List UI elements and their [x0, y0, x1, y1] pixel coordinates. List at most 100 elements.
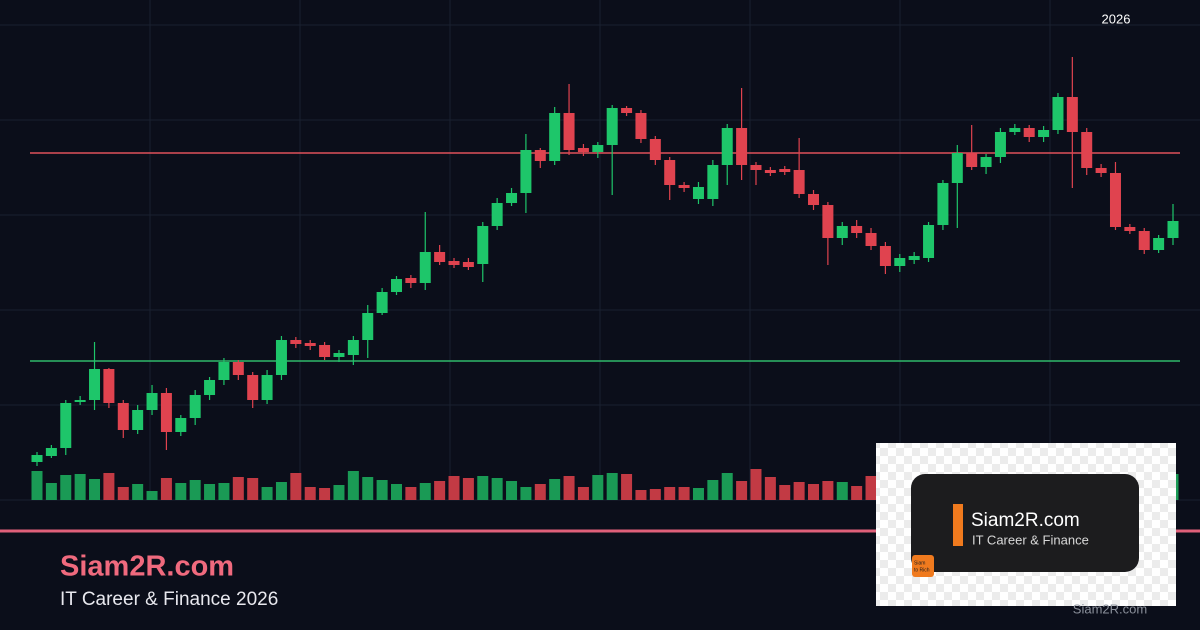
icon-text: to Rich — [914, 567, 930, 573]
volume-bar — [664, 487, 676, 500]
candle-body — [89, 369, 101, 400]
volume-bar — [606, 473, 618, 500]
volume-bar — [247, 478, 259, 500]
volume-bar — [117, 487, 129, 500]
candle-body — [1153, 238, 1165, 250]
candle-body — [204, 380, 216, 395]
watermark: Siam2R.com — [1073, 601, 1147, 616]
volume-bar — [779, 485, 791, 500]
volume-bar — [218, 483, 230, 500]
candle-body — [218, 362, 230, 380]
candle-body — [132, 410, 144, 430]
candle-body — [434, 252, 446, 262]
volume-bar — [319, 488, 331, 500]
candle-body — [520, 150, 532, 193]
candle-body — [1009, 128, 1021, 132]
candle-body — [937, 183, 949, 225]
candle-body — [707, 165, 719, 199]
volume-bar — [132, 484, 144, 500]
volume-bar — [577, 487, 589, 500]
candle-body — [1095, 168, 1107, 173]
volume-bar — [419, 483, 431, 500]
candle-body — [362, 313, 374, 340]
volume-bar — [520, 487, 532, 500]
candle-body — [74, 400, 86, 402]
candle-body — [103, 369, 115, 403]
volume-bar — [232, 477, 244, 500]
candle-body — [60, 403, 72, 448]
candle-body — [347, 340, 359, 355]
candle-body — [592, 145, 604, 152]
candle-body — [577, 148, 589, 152]
volume-bar — [808, 484, 820, 500]
candle-body — [692, 187, 704, 199]
year-label: 2026 — [1102, 11, 1131, 26]
volume-bar — [635, 490, 647, 500]
volume-bar — [362, 477, 374, 500]
candle-body — [808, 194, 820, 205]
candle-body — [405, 278, 417, 283]
volume-bar — [462, 478, 474, 500]
candle-body — [678, 185, 690, 188]
candle-body — [908, 256, 920, 260]
candle-body — [736, 128, 748, 165]
volume-bar — [736, 481, 748, 500]
candle-body — [779, 169, 791, 172]
volume-bar — [506, 481, 518, 500]
candle-body — [419, 252, 431, 283]
candle-body — [606, 108, 618, 145]
candle-body — [477, 226, 489, 264]
candle-body — [549, 113, 561, 161]
candle-body — [621, 108, 633, 113]
candle-body — [319, 345, 331, 357]
candle-body — [836, 226, 848, 238]
logo-name: Siam2R.com — [971, 510, 1080, 531]
candle-body — [664, 160, 676, 185]
candle-body — [506, 193, 518, 203]
brand-subtitle: IT Career & Finance 2026 — [60, 589, 278, 610]
candle-body — [865, 233, 877, 246]
volume-bar — [491, 478, 503, 500]
candle-body — [822, 205, 834, 238]
candle-body — [966, 153, 978, 167]
candle-body — [1124, 227, 1136, 231]
volume-bar — [376, 480, 388, 500]
candle-body — [1109, 173, 1121, 227]
candle-body — [563, 113, 575, 150]
candle-body — [1167, 221, 1179, 238]
volume-bar — [103, 473, 115, 500]
volume-bar — [434, 481, 446, 500]
volume-bar — [31, 471, 43, 500]
volume-bar — [146, 491, 158, 500]
candle-body — [462, 262, 474, 267]
volume-bar — [60, 475, 72, 500]
brand-title: Siam2R.com — [60, 551, 234, 583]
candle-body — [376, 292, 388, 313]
volume-bar — [678, 487, 690, 500]
volume-bar — [477, 476, 489, 500]
volume-bar — [851, 486, 863, 500]
candle-body — [764, 170, 776, 173]
candle-body — [491, 203, 503, 226]
volume-bar — [649, 489, 661, 500]
volume-bar — [45, 483, 57, 500]
candle-body — [980, 157, 992, 167]
volume-bar — [160, 478, 172, 500]
volume-bar — [74, 474, 86, 500]
volume-bar — [750, 469, 762, 500]
candle-body — [45, 448, 57, 456]
candle-body — [31, 455, 43, 462]
volume-bar — [549, 479, 561, 500]
candle-body — [448, 261, 460, 265]
volume-bar — [592, 475, 604, 500]
volume-bar — [204, 484, 216, 500]
volume-bar — [89, 479, 101, 500]
candle-body — [261, 375, 273, 400]
candle-body — [117, 403, 129, 430]
volume-bar — [175, 483, 187, 500]
candle-body — [175, 418, 187, 432]
logo-tagline: IT Career & Finance — [972, 532, 1089, 547]
volume-bar — [563, 476, 575, 500]
candle-body — [275, 340, 287, 375]
